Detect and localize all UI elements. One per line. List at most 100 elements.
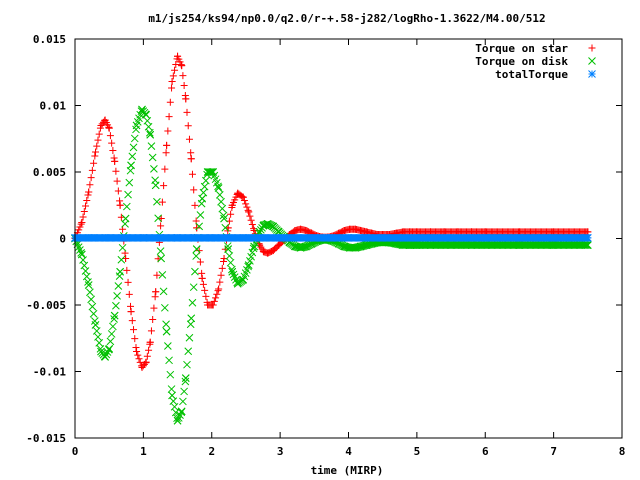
data-point-sample: [212, 294, 220, 302]
data-point-sample: [87, 295, 95, 304]
data-point-sample: [116, 197, 124, 205]
data-point-sample: [210, 297, 218, 305]
data-point-sample: [209, 301, 217, 309]
data-point-sample: [227, 210, 235, 218]
data-point-sample: [246, 212, 254, 220]
data-point-sample: [158, 198, 166, 206]
data-point-sample: [215, 190, 224, 199]
data-point-sample: [145, 346, 153, 354]
data-point-sample: [102, 350, 111, 359]
data-point-sample: [177, 407, 186, 416]
x-tick-label: 6: [482, 445, 489, 458]
data-point-sample: [124, 190, 132, 199]
data-point-sample: [243, 203, 251, 211]
data-point-sample: [584, 228, 592, 236]
data-point-sample: [164, 127, 172, 135]
data-point-sample: [178, 62, 186, 70]
data-point-sample: [239, 193, 247, 201]
y-tick-label: 0: [59, 233, 66, 246]
data-point-sample: [183, 108, 191, 116]
y-axis-ticks: -0.015 -0.01 -0.005 0 0.005 0.01 0.015: [26, 33, 622, 445]
data-point-sample: [161, 165, 169, 173]
data-point-sample: [165, 113, 173, 121]
data-point-sample: [273, 243, 281, 251]
chart-title: m1/js254/ks94/np0.0/q2.0/r-+.58-j282/log…: [148, 12, 545, 25]
data-point-sample: [106, 337, 115, 346]
data-point-sample: [192, 245, 201, 253]
data-point-sample: [191, 267, 199, 276]
data-point-sample: [255, 227, 264, 236]
y-tick-label: -0.01: [33, 366, 66, 379]
data-point-sample: [94, 333, 102, 341]
data-point-sample: [145, 128, 154, 137]
data-point-sample: [583, 241, 591, 250]
data-point-sample: [142, 358, 150, 366]
data-point-sample: [192, 252, 201, 260]
legend-label: Torque on star: [475, 42, 568, 55]
data-point-sample: [244, 206, 252, 214]
data-point-sample: [147, 327, 155, 335]
data-point-sample: [162, 149, 170, 157]
data-point-sample: [184, 122, 192, 130]
data-point-sample: [160, 182, 168, 190]
data-point-sample: [221, 223, 230, 232]
data-point-sample: [198, 269, 206, 277]
data-point-sample: [214, 182, 222, 191]
data-point-sample: [153, 271, 161, 279]
data-point-sample: [188, 298, 197, 307]
data-point-sample: [127, 308, 135, 316]
series-torque-on-star: [71, 52, 592, 372]
data-point-sample: [248, 220, 256, 228]
data-point-sample: [82, 202, 90, 210]
data-point-sample: [199, 188, 208, 197]
data-point-sample: [110, 311, 119, 320]
data-point-sample: [129, 143, 138, 152]
data-point-sample: [223, 242, 232, 250]
data-point-sample: [181, 374, 190, 383]
data-point-sample: [150, 165, 158, 173]
data-point-sample: [182, 95, 190, 103]
data-point-sample: [220, 258, 228, 266]
data-point-sample: [198, 194, 207, 203]
data-point-sample: [113, 177, 121, 185]
data-point-sample: [583, 233, 592, 242]
data-point-sample: [226, 258, 235, 267]
data-point-sample: [180, 387, 188, 396]
data-point-sample: [86, 288, 94, 297]
y-tick-label: -0.005: [26, 299, 66, 312]
data-point-sample: [84, 191, 92, 199]
data-point-sample: [225, 252, 234, 260]
data-point-sample: [185, 333, 194, 342]
data-point-sample: [158, 271, 167, 279]
data-point-sample: [84, 281, 93, 289]
x-tick-label: 0: [72, 445, 79, 458]
data-point-sample: [86, 181, 94, 189]
data-point-sample: [196, 258, 204, 266]
data-point-sample: [88, 302, 97, 311]
data-point-sample: [79, 213, 87, 221]
data-point-sample: [166, 370, 175, 379]
x-tick-label: 5: [414, 445, 421, 458]
y-tick-label: 0.01: [40, 100, 67, 113]
data-point-sample: [151, 293, 159, 301]
data-point-sample: [218, 264, 226, 272]
data-point-sample: [149, 315, 157, 323]
data-point-sample: [200, 182, 209, 191]
plot-frame: [74, 38, 623, 439]
data-point-sample: [187, 149, 195, 157]
data-point-sample: [224, 245, 233, 253]
data-point-sample: [189, 283, 198, 292]
data-point-sample: [132, 344, 140, 352]
data-point-sample: [339, 227, 347, 235]
data-point-sample: [202, 176, 210, 185]
data-point-sample: [153, 197, 161, 206]
data-point-sample: [198, 274, 206, 282]
data-point-sample: [150, 304, 158, 312]
x-axis-label: time (MIRP): [311, 464, 384, 477]
data-point-sample: [89, 309, 98, 318]
data-point-sample: [131, 335, 139, 343]
data-point-sample: [274, 242, 282, 250]
data-point-sample: [87, 174, 95, 182]
data-point-sample: [244, 262, 252, 271]
data-point-sample: [220, 214, 228, 223]
